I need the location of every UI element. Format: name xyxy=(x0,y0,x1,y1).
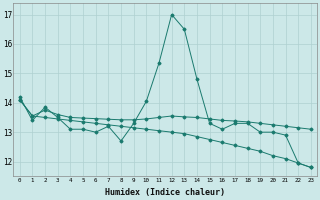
X-axis label: Humidex (Indice chaleur): Humidex (Indice chaleur) xyxy=(105,188,225,197)
